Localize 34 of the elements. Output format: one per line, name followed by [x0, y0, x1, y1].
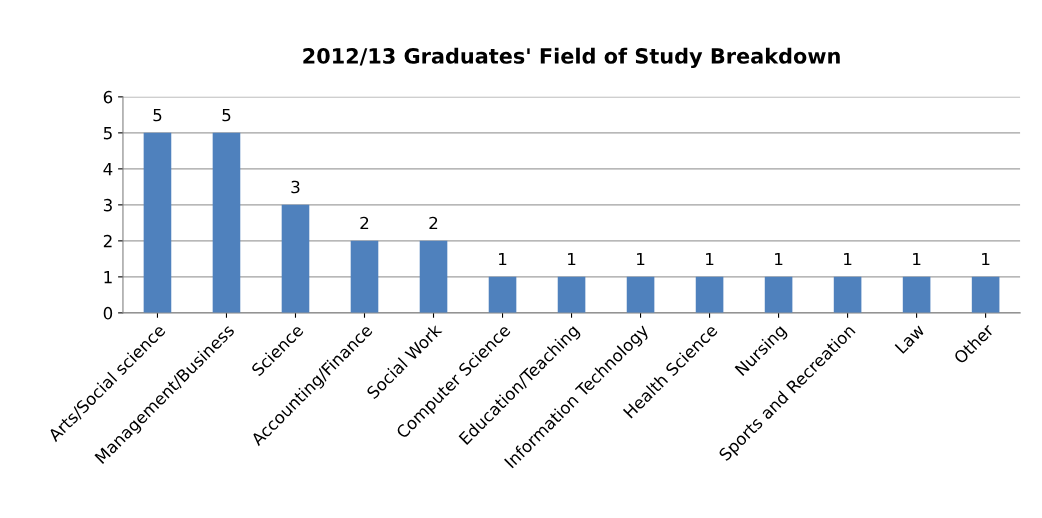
bar	[833, 276, 862, 313]
bar	[212, 132, 241, 313]
chart-title: 2012/13 Graduates' Field of Study Breakdown	[303, 47, 840, 69]
bar	[764, 276, 793, 313]
data-label: 1	[913, 252, 921, 266]
y-tick-label: 5	[103, 127, 112, 140]
bar	[488, 276, 517, 313]
bar	[419, 240, 448, 313]
bar	[350, 240, 379, 313]
data-label: 5	[222, 108, 231, 122]
bar	[626, 276, 655, 313]
y-tick-label: 4	[103, 163, 113, 176]
bar	[902, 276, 931, 313]
data-label: 1	[982, 252, 990, 266]
bar	[557, 276, 586, 313]
data-label: 3	[291, 180, 300, 194]
data-label: 1	[499, 252, 507, 266]
data-label: 1	[775, 252, 783, 266]
bar	[143, 132, 172, 313]
y-tick-label: 0	[103, 306, 113, 320]
bar	[695, 276, 724, 313]
data-label: 5	[153, 108, 162, 122]
bar	[971, 276, 1000, 313]
data-label: 1	[637, 252, 645, 266]
y-tick-label: 1	[104, 271, 112, 284]
data-label: 1	[706, 252, 714, 266]
y-tick-label: 2	[103, 234, 112, 248]
y-tick-label: 3	[103, 198, 112, 212]
data-label: 2	[429, 216, 438, 230]
y-tick-label: 6	[103, 90, 113, 104]
data-label: 2	[360, 216, 369, 230]
bar	[281, 204, 310, 313]
data-label: 1	[568, 252, 576, 266]
data-label: 1	[844, 252, 852, 266]
